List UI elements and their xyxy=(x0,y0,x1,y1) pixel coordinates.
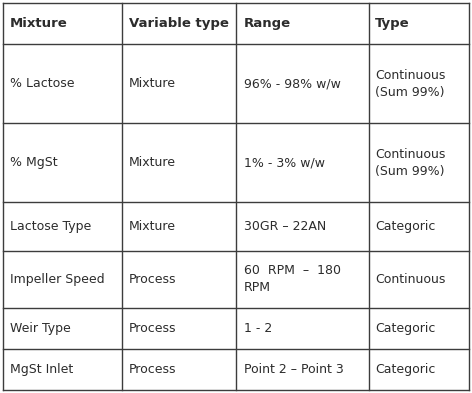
Text: Impeller Speed: Impeller Speed xyxy=(10,273,105,286)
Text: 1% - 3% w/w: 1% - 3% w/w xyxy=(244,156,325,169)
Text: 1 - 2: 1 - 2 xyxy=(244,322,272,335)
Text: Continuous
(Sum 99%): Continuous (Sum 99%) xyxy=(375,68,445,99)
Text: Lactose Type: Lactose Type xyxy=(10,220,92,233)
Text: Continuous: Continuous xyxy=(375,273,445,286)
Text: % Lactose: % Lactose xyxy=(10,77,75,90)
Text: Mixture: Mixture xyxy=(129,156,176,169)
Text: Mixture: Mixture xyxy=(129,77,176,90)
Text: % MgSt: % MgSt xyxy=(10,156,58,169)
Text: Variable type: Variable type xyxy=(129,17,228,30)
Text: Point 2 – Point 3: Point 2 – Point 3 xyxy=(244,363,344,376)
Text: Process: Process xyxy=(129,363,176,376)
Text: 30GR – 22AN: 30GR – 22AN xyxy=(244,220,326,233)
Text: Process: Process xyxy=(129,273,176,286)
Text: MgSt Inlet: MgSt Inlet xyxy=(10,363,73,376)
Text: Range: Range xyxy=(244,17,291,30)
Text: Type: Type xyxy=(375,17,409,30)
Text: Categoric: Categoric xyxy=(375,220,435,233)
Text: Continuous
(Sum 99%): Continuous (Sum 99%) xyxy=(375,147,445,178)
Text: Mixture: Mixture xyxy=(10,17,68,30)
Text: 96% - 98% w/w: 96% - 98% w/w xyxy=(244,77,341,90)
Text: Categoric: Categoric xyxy=(375,363,435,376)
Text: Weir Type: Weir Type xyxy=(10,322,71,335)
Text: 60  RPM  –  180
RPM: 60 RPM – 180 RPM xyxy=(244,264,341,294)
Text: Process: Process xyxy=(129,322,176,335)
Text: Mixture: Mixture xyxy=(129,220,176,233)
Text: Categoric: Categoric xyxy=(375,322,435,335)
